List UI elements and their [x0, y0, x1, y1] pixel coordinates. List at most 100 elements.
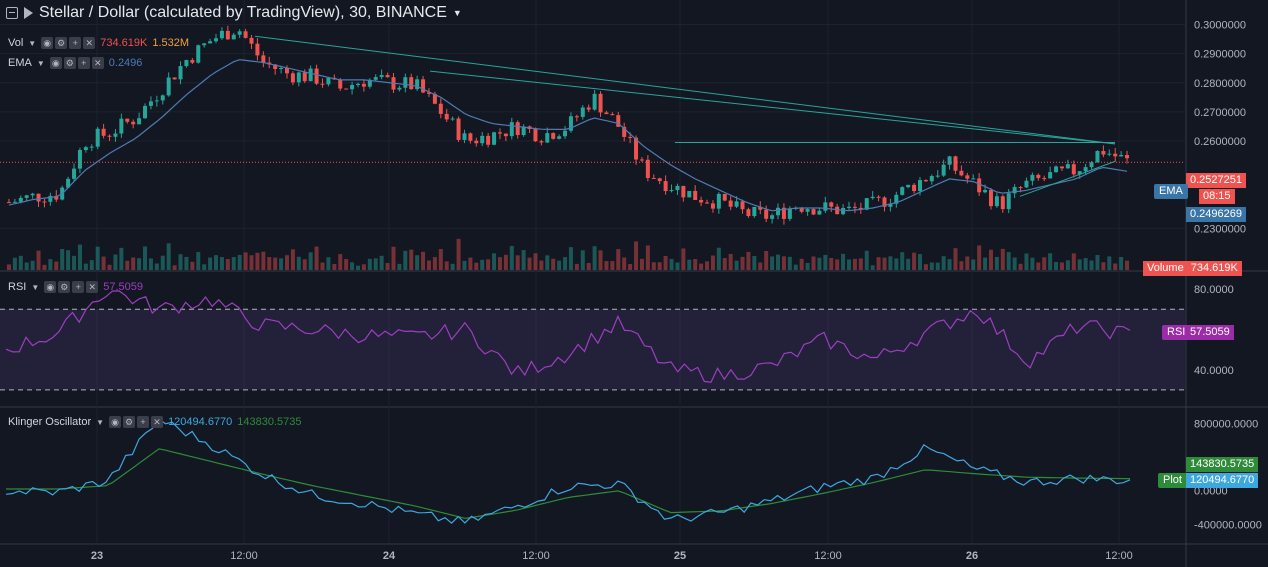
candle-body	[604, 112, 609, 115]
rsi-label[interactable]: RSI	[8, 281, 27, 293]
candle-body	[669, 190, 674, 192]
eye-icon[interactable]: ◉	[41, 37, 54, 49]
volume-bar	[350, 262, 355, 270]
volume-bar	[273, 257, 278, 270]
volume-bar	[60, 248, 65, 270]
vol-label[interactable]: Vol	[8, 37, 24, 49]
volume-bar	[48, 259, 53, 270]
volume-bar	[811, 256, 816, 270]
klinger-label[interactable]: Klinger Oscillator	[8, 416, 92, 428]
candle-body	[509, 122, 514, 137]
volume-bar	[1042, 257, 1047, 270]
candle-body	[977, 178, 982, 193]
rsi-band	[0, 309, 1185, 390]
candle-body	[95, 128, 100, 147]
volume-bar	[1089, 260, 1094, 270]
volume-bar	[326, 257, 331, 270]
volume-bar	[1059, 262, 1064, 270]
close-icon[interactable]: ✕	[83, 37, 96, 49]
candle-body	[870, 196, 875, 199]
volume-bar	[953, 248, 958, 270]
candle-body	[231, 34, 236, 40]
volume-bar	[231, 257, 236, 270]
candle-body	[1065, 164, 1070, 169]
volume-bar	[941, 256, 946, 270]
candle-body	[285, 68, 289, 74]
ema-label[interactable]: EMA	[8, 57, 32, 69]
candle-body	[154, 100, 159, 102]
volume-bar	[977, 245, 982, 270]
volume-bar	[1018, 263, 1023, 270]
volume-bar	[675, 262, 680, 270]
candle-body	[941, 164, 946, 176]
close-icon[interactable]: ✕	[151, 416, 164, 428]
candle-body	[917, 180, 922, 192]
time-tick-label: 25	[674, 550, 686, 562]
candle-body	[740, 201, 745, 210]
candle-body	[716, 193, 721, 209]
volume-bar	[338, 254, 343, 270]
volume-bar	[598, 250, 603, 270]
candle-body	[456, 118, 461, 140]
candle-body	[101, 128, 106, 136]
volume-bar	[770, 256, 775, 270]
volume-bar	[426, 260, 431, 270]
volume-bar	[438, 249, 443, 270]
rsi-tick-label: 80.0000	[1194, 284, 1234, 296]
volume-bar	[888, 256, 893, 270]
volume-bar	[781, 256, 786, 270]
candle-body	[651, 177, 656, 179]
plus-icon[interactable]: +	[69, 37, 82, 49]
chevron-down-icon[interactable]: ▼	[96, 417, 105, 427]
klinger-signal-value: 143830.5735	[237, 416, 302, 428]
volume-bar	[225, 259, 230, 270]
volume-bar	[261, 251, 266, 270]
chevron-down-icon[interactable]: ▼	[28, 38, 37, 48]
candle-body	[421, 79, 426, 93]
plus-icon[interactable]: +	[77, 57, 90, 69]
volume-tag: Volume 734.619K	[1143, 261, 1242, 276]
eye-icon[interactable]: ◉	[44, 281, 57, 293]
chevron-down-icon[interactable]: ▼	[31, 282, 40, 292]
candle-body	[929, 176, 934, 182]
candle-body	[444, 113, 449, 120]
chevron-down-icon[interactable]: ▼	[452, 8, 462, 18]
gear-icon[interactable]: ⚙	[58, 281, 71, 293]
candle-body	[906, 184, 911, 188]
collapse-icon[interactable]	[6, 7, 18, 19]
ema-line	[8, 59, 1128, 212]
candle-body	[415, 79, 420, 90]
volume-bar	[959, 261, 964, 270]
candle-body	[551, 133, 556, 139]
gear-icon[interactable]: ⚙	[55, 37, 68, 49]
candle-body	[255, 43, 260, 56]
chevron-down-icon[interactable]: ▼	[36, 58, 45, 68]
volume-bar	[178, 254, 183, 270]
close-icon[interactable]: ✕	[91, 57, 104, 69]
candle-body	[858, 207, 863, 210]
gear-icon[interactable]: ⚙	[63, 57, 76, 69]
candle-body	[1059, 166, 1064, 169]
candle-body	[462, 133, 467, 140]
volume-bar	[527, 257, 532, 270]
flag-icon[interactable]	[24, 7, 33, 19]
close-icon[interactable]: ✕	[86, 281, 99, 293]
volume-bar	[740, 256, 745, 270]
volume-bar	[279, 258, 284, 270]
volume-bar	[1125, 260, 1130, 270]
plus-icon[interactable]: +	[72, 281, 85, 293]
volume-bar	[42, 264, 47, 270]
eye-icon[interactable]: ◉	[109, 416, 122, 428]
candle-body	[468, 133, 473, 141]
plus-icon[interactable]: +	[137, 416, 150, 428]
volume-bar	[361, 264, 366, 270]
candle-body	[184, 60, 189, 67]
candle-body	[574, 116, 579, 118]
volume-bar	[320, 262, 325, 270]
symbol-title[interactable]: Stellar / Dollar (calculated by TradingV…	[39, 4, 447, 21]
volume-bar	[166, 243, 171, 270]
eye-icon[interactable]: ◉	[49, 57, 62, 69]
gear-icon[interactable]: ⚙	[123, 416, 136, 428]
volume-bar	[66, 250, 71, 270]
